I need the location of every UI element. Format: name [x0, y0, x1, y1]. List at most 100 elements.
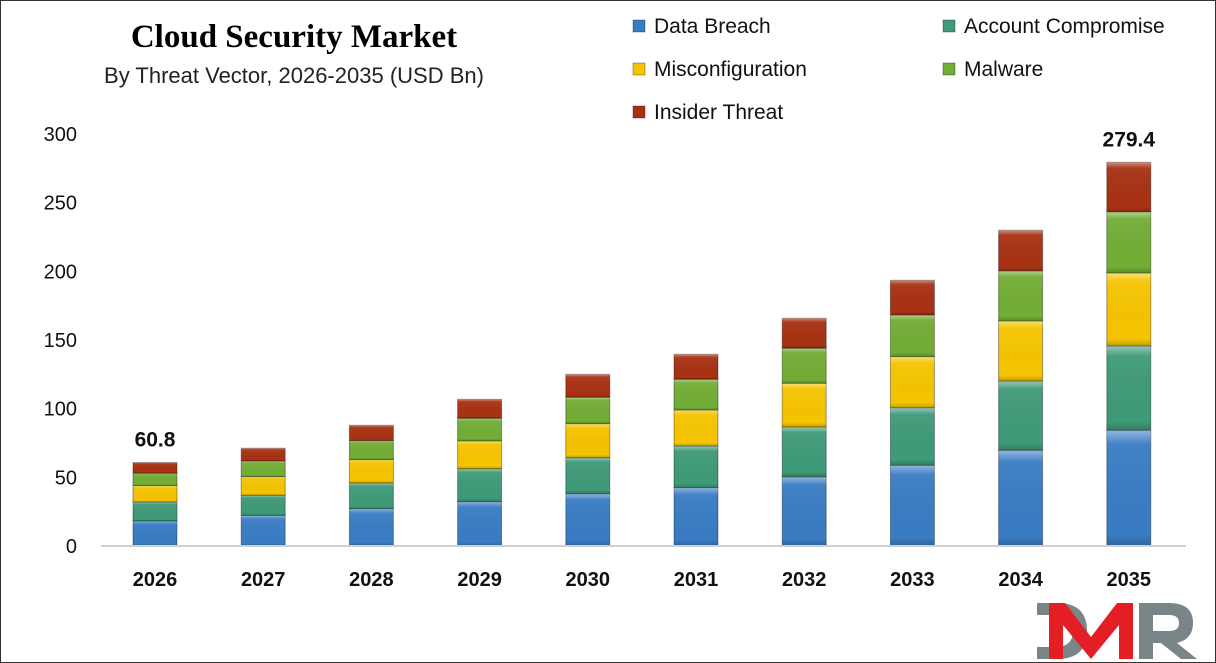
chart-subtitle: By Threat Vector, 2026-2035 (USD Bn)	[104, 63, 484, 88]
y-tick-label: 0	[66, 536, 77, 558]
bar-segment-shade	[1106, 345, 1151, 431]
bar-segment-shade	[241, 448, 286, 461]
bar-segment-shade	[1106, 162, 1151, 212]
bar-segment-shade	[241, 476, 286, 496]
y-tick-label: 200	[44, 261, 77, 283]
bar-segment-shade	[565, 493, 610, 546]
dmr-logo	[1037, 603, 1197, 659]
bar-segment-shade	[1106, 211, 1151, 273]
legend-label: Insider Threat	[654, 101, 783, 124]
bar-segment-shade	[565, 457, 610, 494]
bar-segment-shade	[890, 356, 935, 408]
bar-segment-shade	[565, 423, 610, 458]
bar-segment-shade	[782, 476, 827, 546]
x-tick-label: 2033	[890, 569, 935, 591]
bar-stack-2032	[781, 317, 827, 547]
legend-swatch	[942, 62, 956, 76]
legend-item: Account Compromise	[942, 15, 1165, 38]
bar-segment-shade	[782, 383, 827, 427]
legend-label: Account Compromise	[964, 15, 1165, 38]
bar-stack-2030	[565, 373, 611, 547]
bar-stack-2031	[673, 353, 719, 547]
legend-swatch	[942, 19, 956, 33]
bar-segment-shade	[890, 280, 935, 316]
legend-item: Misconfiguration	[632, 58, 807, 81]
legend-swatch	[632, 62, 646, 76]
bar-segment-shade	[457, 501, 502, 546]
y-tick-label: 100	[44, 399, 77, 421]
x-tick-label: 2027	[241, 569, 286, 591]
bar-stack-2029	[457, 398, 503, 547]
bar-segment-shade	[782, 426, 827, 477]
bar-segment-shade	[1106, 430, 1151, 546]
bar-segment-shade	[457, 399, 502, 419]
legend-item: Data Breach	[632, 15, 771, 38]
bar-segment-shade	[998, 450, 1043, 546]
legend-label: Malware	[964, 58, 1043, 81]
x-axis: 2026 2027 2028 2029 2030 2031 2032 2033 2034 2035	[133, 569, 1151, 591]
bar-segment-shade	[782, 348, 827, 384]
bar-segment-shade	[674, 446, 718, 488]
x-tick-label: 2028	[349, 569, 394, 591]
x-tick-label: 2032	[782, 569, 827, 591]
bar-segment-shade	[133, 462, 177, 474]
bar-segment-shade	[133, 502, 177, 522]
bar-segment-shade	[349, 425, 394, 441]
x-tick-label: 2030	[566, 569, 611, 591]
bar-segment-shade	[349, 440, 394, 460]
y-tick-label: 150	[44, 330, 77, 352]
bar-stack-2027	[240, 447, 286, 547]
x-tick-label: 2035	[1107, 569, 1152, 591]
x-tick-label: 2029	[457, 569, 502, 591]
x-tick-label: 2026	[133, 569, 178, 591]
legend: Data Breach Account Compromise Misconfigur…	[632, 15, 1165, 124]
legend-swatch	[632, 19, 646, 33]
bar-segment-shade	[782, 318, 827, 349]
x-tick-label: 2031	[674, 569, 719, 591]
bar-segment-shade	[457, 418, 502, 441]
legend-item: Insider Threat	[632, 101, 783, 124]
data-labels: 60.8 279.4	[135, 128, 1156, 451]
bar-segment-shade	[890, 465, 935, 546]
legend-label: Data Breach	[654, 15, 771, 38]
bar-segment-shade	[674, 410, 718, 447]
bar-segment-shade	[457, 440, 502, 469]
bar-segment-shade	[674, 354, 718, 380]
bar-segment-shade	[998, 270, 1043, 321]
bar-segment-shade	[457, 468, 502, 502]
bar-stack-2034	[998, 229, 1044, 547]
bars	[132, 161, 1152, 547]
bar-segment-shade	[565, 374, 610, 398]
y-tick-label: 250	[44, 193, 77, 215]
y-tick-label: 300	[44, 124, 77, 146]
bar-segment-shade	[241, 515, 286, 546]
data-label: 60.8	[135, 429, 176, 452]
bar-segment-shade	[674, 487, 718, 546]
bar-stack-2033	[889, 279, 935, 547]
bar-segment-shade	[349, 482, 394, 509]
bar-segment-shade	[890, 315, 935, 357]
legend-label: Misconfiguration	[654, 58, 807, 81]
bar-stack-2035	[1106, 161, 1152, 547]
y-axis: 0 50 100 150 200 250 300	[44, 124, 77, 558]
bar-segment-shade	[998, 320, 1043, 381]
bar-segment-shade	[241, 460, 286, 477]
bar-segment-shade	[1106, 272, 1151, 346]
chart-title: Cloud Security Market	[131, 19, 457, 55]
y-tick-label: 50	[55, 467, 77, 489]
bar-segment-shade	[349, 508, 394, 546]
bar-segment-shade	[998, 380, 1043, 451]
bar-segment-shade	[565, 397, 610, 424]
bar-segment-shade	[133, 485, 177, 503]
legend-item: Malware	[942, 58, 1043, 81]
bar-segment-shade	[241, 495, 286, 516]
bar-stack-2026	[132, 462, 178, 547]
bar-segment-shade	[674, 379, 718, 411]
data-label: 279.4	[1103, 128, 1156, 151]
x-tick-label: 2034	[998, 569, 1043, 591]
bar-segment-shade	[133, 521, 177, 546]
bar-segment-shade	[998, 230, 1043, 271]
bar-stack-2028	[348, 424, 394, 547]
